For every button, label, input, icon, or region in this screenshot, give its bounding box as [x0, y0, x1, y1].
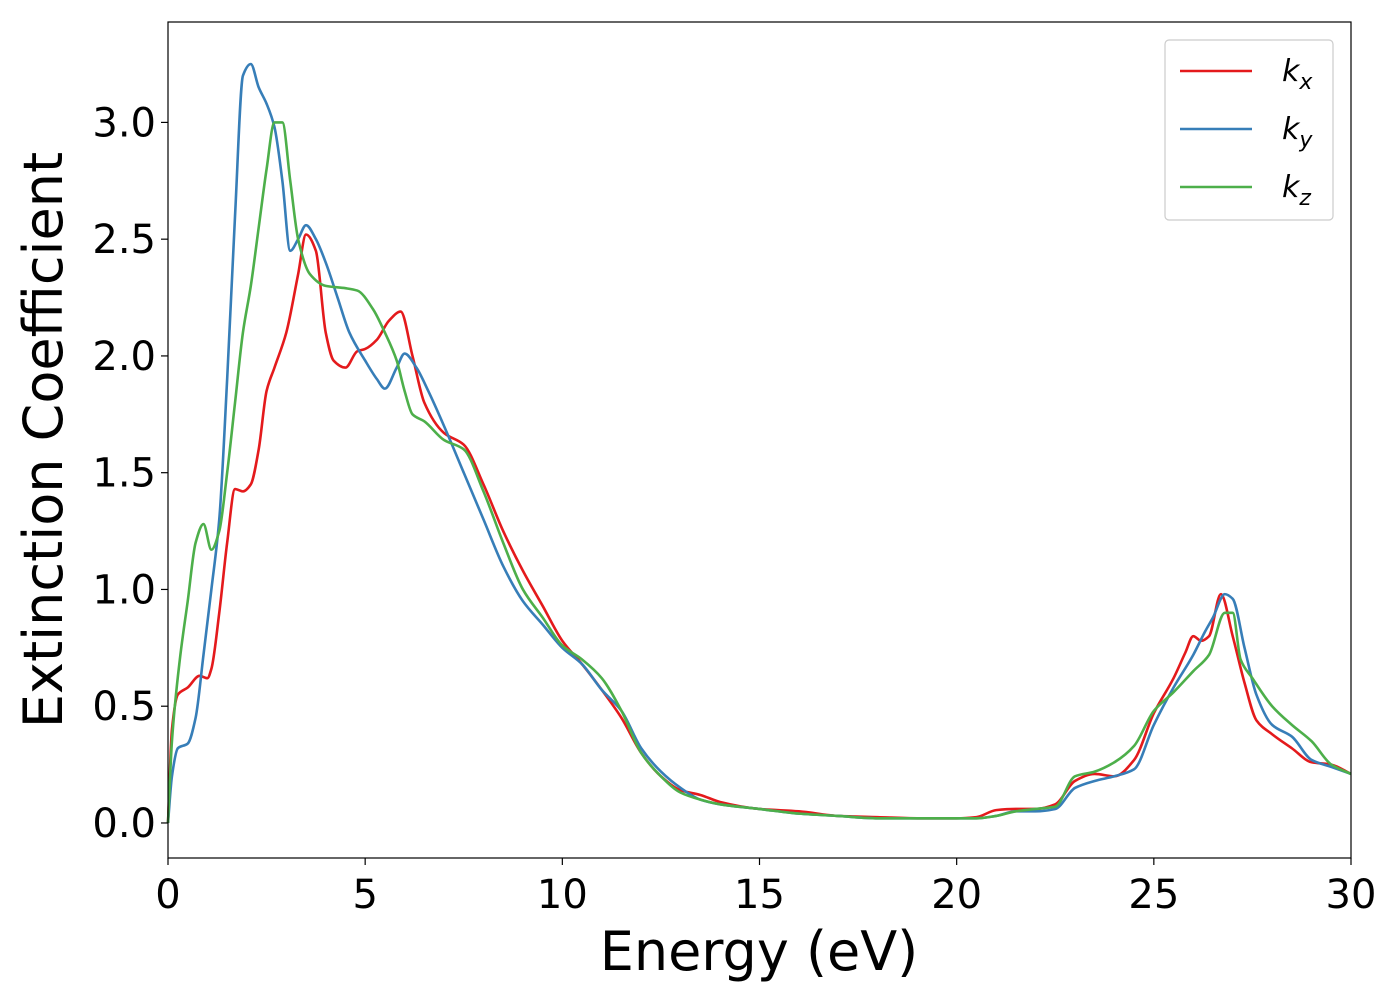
x-axis-title: Energy (eV): [600, 920, 919, 983]
x-tick-label: 25: [1128, 872, 1179, 918]
x-tick-label: 20: [931, 872, 982, 918]
x-tick-label: 10: [537, 872, 588, 918]
y-tick-label: 1.5: [92, 451, 156, 497]
x-axis: 0 5 10 15 20 25 30: [155, 858, 1376, 918]
y-axis-title: Extinction Coefficient: [12, 152, 75, 728]
y-axis: 0.0 0.5 1.0 1.5 2.0 2.5 3.0: [92, 100, 168, 847]
y-tick-label: 2.5: [92, 217, 156, 263]
x-tick-label: 0: [155, 872, 180, 918]
plot-area: [166, 62, 1352, 824]
y-tick-label: 0.5: [92, 684, 156, 730]
y-tick-label: 3.0: [92, 100, 156, 146]
y-tick-label: 1.0: [92, 567, 156, 613]
x-tick-label: 15: [734, 872, 785, 918]
series-line-ky: [166, 62, 1352, 824]
x-tick-label: 5: [352, 872, 377, 918]
y-tick-label: 2.0: [92, 334, 156, 380]
x-tick-label: 30: [1326, 872, 1377, 918]
series-line-kz: [166, 121, 1352, 824]
y-tick-label: 0.0: [92, 801, 156, 847]
